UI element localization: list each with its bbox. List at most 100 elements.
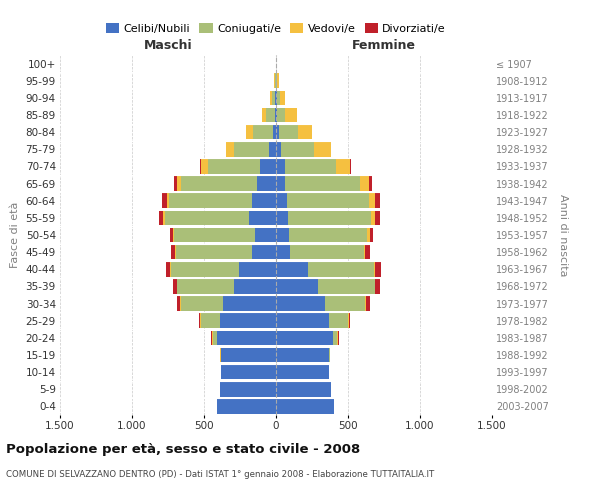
Bar (170, 228, 173, 242)
Bar (276, 348, 329, 362)
Y-axis label: Fasce di età: Fasce di età (10, 202, 20, 268)
Bar (365, 245, 370, 260)
Bar (176, 279, 178, 293)
Bar (217, 399, 276, 413)
Bar (276, 296, 325, 311)
Bar (217, 330, 276, 345)
Bar (318, 279, 374, 293)
Bar (374, 279, 376, 293)
Bar (248, 210, 276, 225)
Bar (162, 194, 167, 208)
Bar (325, 296, 365, 311)
Bar (365, 296, 366, 311)
Bar (360, 176, 369, 191)
Bar (275, 108, 276, 122)
Bar (170, 262, 171, 276)
Bar (166, 262, 170, 276)
Bar (376, 279, 380, 293)
Bar (277, 108, 286, 122)
Bar (276, 194, 287, 208)
Bar (367, 228, 370, 242)
Bar (289, 228, 367, 242)
Bar (239, 262, 276, 276)
Bar (269, 142, 276, 156)
Bar (233, 279, 276, 293)
Bar (348, 314, 349, 328)
Bar (276, 330, 333, 345)
Bar (262, 108, 266, 122)
Bar (337, 330, 338, 345)
Bar (276, 176, 286, 191)
Bar (260, 159, 276, 174)
Bar (160, 210, 163, 225)
Bar (220, 382, 276, 396)
Bar (277, 90, 280, 105)
Bar (366, 296, 370, 311)
Bar (280, 90, 284, 105)
Bar (169, 194, 251, 208)
Bar (275, 90, 276, 105)
Bar (276, 314, 329, 328)
Bar (337, 159, 350, 174)
Bar (180, 296, 181, 311)
Bar (333, 330, 337, 345)
Bar (370, 228, 373, 242)
Bar (272, 90, 275, 105)
Bar (284, 159, 337, 174)
Bar (276, 159, 284, 174)
Bar (252, 245, 276, 260)
Bar (329, 348, 330, 362)
Bar (167, 194, 169, 208)
Bar (277, 74, 279, 88)
Bar (276, 245, 290, 260)
Bar (201, 314, 220, 328)
Bar (273, 125, 276, 140)
Bar (275, 74, 276, 88)
Bar (165, 210, 248, 225)
Bar (276, 262, 308, 276)
Bar (266, 108, 275, 122)
Bar (374, 194, 380, 208)
Bar (287, 194, 369, 208)
Bar (211, 330, 212, 345)
Bar (276, 90, 277, 105)
Bar (349, 314, 350, 328)
Bar (234, 142, 269, 156)
Bar (199, 314, 200, 328)
Bar (364, 245, 365, 260)
Bar (163, 210, 165, 225)
Bar (181, 296, 223, 311)
Bar (276, 108, 277, 122)
Bar (220, 348, 221, 362)
Bar (376, 210, 380, 225)
Bar (200, 314, 201, 328)
Bar (246, 125, 253, 140)
Bar (281, 142, 314, 156)
Bar (286, 108, 297, 122)
Bar (173, 279, 176, 293)
Bar (181, 176, 257, 191)
Bar (174, 176, 176, 191)
Bar (276, 279, 318, 293)
Legend: Celibi/Nubili, Coniugati/e, Vedovi/e, Divorziati/e: Celibi/Nubili, Coniugati/e, Vedovi/e, Di… (104, 21, 448, 36)
Bar (286, 176, 360, 191)
Bar (308, 262, 374, 276)
Bar (274, 74, 275, 88)
Bar (279, 125, 298, 140)
Bar (251, 194, 276, 208)
Bar (314, 142, 331, 156)
Bar (276, 228, 289, 242)
Bar (175, 245, 176, 260)
Bar (369, 194, 374, 208)
Bar (290, 245, 364, 260)
Bar (221, 365, 276, 380)
Bar (276, 142, 281, 156)
Bar (221, 348, 276, 362)
Text: COMUNE DI SELVAZZANO DENTRO (PD) - Dati ISTAT 1° gennaio 2008 - Elaborazione TUT: COMUNE DI SELVAZZANO DENTRO (PD) - Dati … (6, 470, 434, 479)
Bar (253, 125, 273, 140)
Bar (276, 125, 279, 140)
Bar (171, 262, 239, 276)
Bar (276, 210, 287, 225)
Bar (287, 210, 371, 225)
Bar (255, 228, 276, 242)
